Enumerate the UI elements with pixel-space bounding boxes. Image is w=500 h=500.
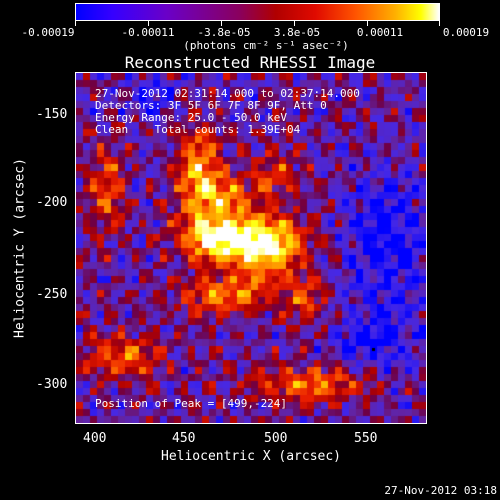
colorbar-tick-label: 3.8e-05: [273, 26, 321, 39]
colorbar-tick: [367, 21, 368, 26]
time-range-annotation: 27-Nov-2012 02:31:14.000 to 02:37:14.000: [95, 87, 360, 100]
timestamp: 27-Nov-2012 03:18: [384, 484, 497, 497]
x-tick-label: 450: [172, 431, 196, 446]
colorbar-tick: [439, 21, 440, 26]
colorbar-tick: [75, 21, 76, 26]
x-axis-title: Heliocentric X (arcsec): [160, 449, 342, 464]
colorbar-units-label: (photons cm⁻² s⁻¹ asec⁻²): [183, 39, 349, 52]
colorbar-tick-label: -3.8e-05: [197, 26, 251, 39]
image-panel: 27-Nov-2012 02:31:14.000 to 02:37:14.000…: [75, 72, 427, 424]
colorbar-tick-label: -0.00011: [121, 26, 175, 39]
plot-title: Reconstructed RHESSI Image: [124, 53, 376, 72]
colorbar-tick-label: 0.00019: [442, 26, 490, 39]
y-tick-label: -200: [36, 195, 68, 210]
x-tick-label: 500: [264, 431, 288, 446]
x-tick-label: 550: [354, 431, 378, 446]
y-tick-label: -300: [36, 377, 68, 392]
y-tick-label: -150: [36, 107, 68, 122]
colorbar-tick: [294, 21, 295, 26]
colorbar-tick: [148, 21, 149, 26]
colorbar-tick-label: 0.00011: [356, 26, 404, 39]
y-tick-label: -250: [36, 287, 68, 302]
x-tick-label: 400: [83, 431, 107, 446]
detectors-annotation: Detectors: 3F 5F 6F 7F 8F 9F, Att 0: [95, 99, 327, 112]
y-axis-title: Heliocentric Y (arcsec): [12, 157, 28, 339]
colorbar-tick-label: -0.00019: [21, 26, 75, 39]
peak-position-annotation: Position of Peak = [499,-224]: [95, 397, 288, 410]
colorbar-tick: [221, 21, 222, 26]
colorbar: [75, 3, 440, 21]
clean-counts-annotation: Clean Total counts: 1.39E+04: [95, 123, 301, 136]
rhessi-image: [76, 73, 426, 423]
energy-range-annotation: Energy Range: 25.0 - 50.0 keV: [95, 111, 288, 124]
